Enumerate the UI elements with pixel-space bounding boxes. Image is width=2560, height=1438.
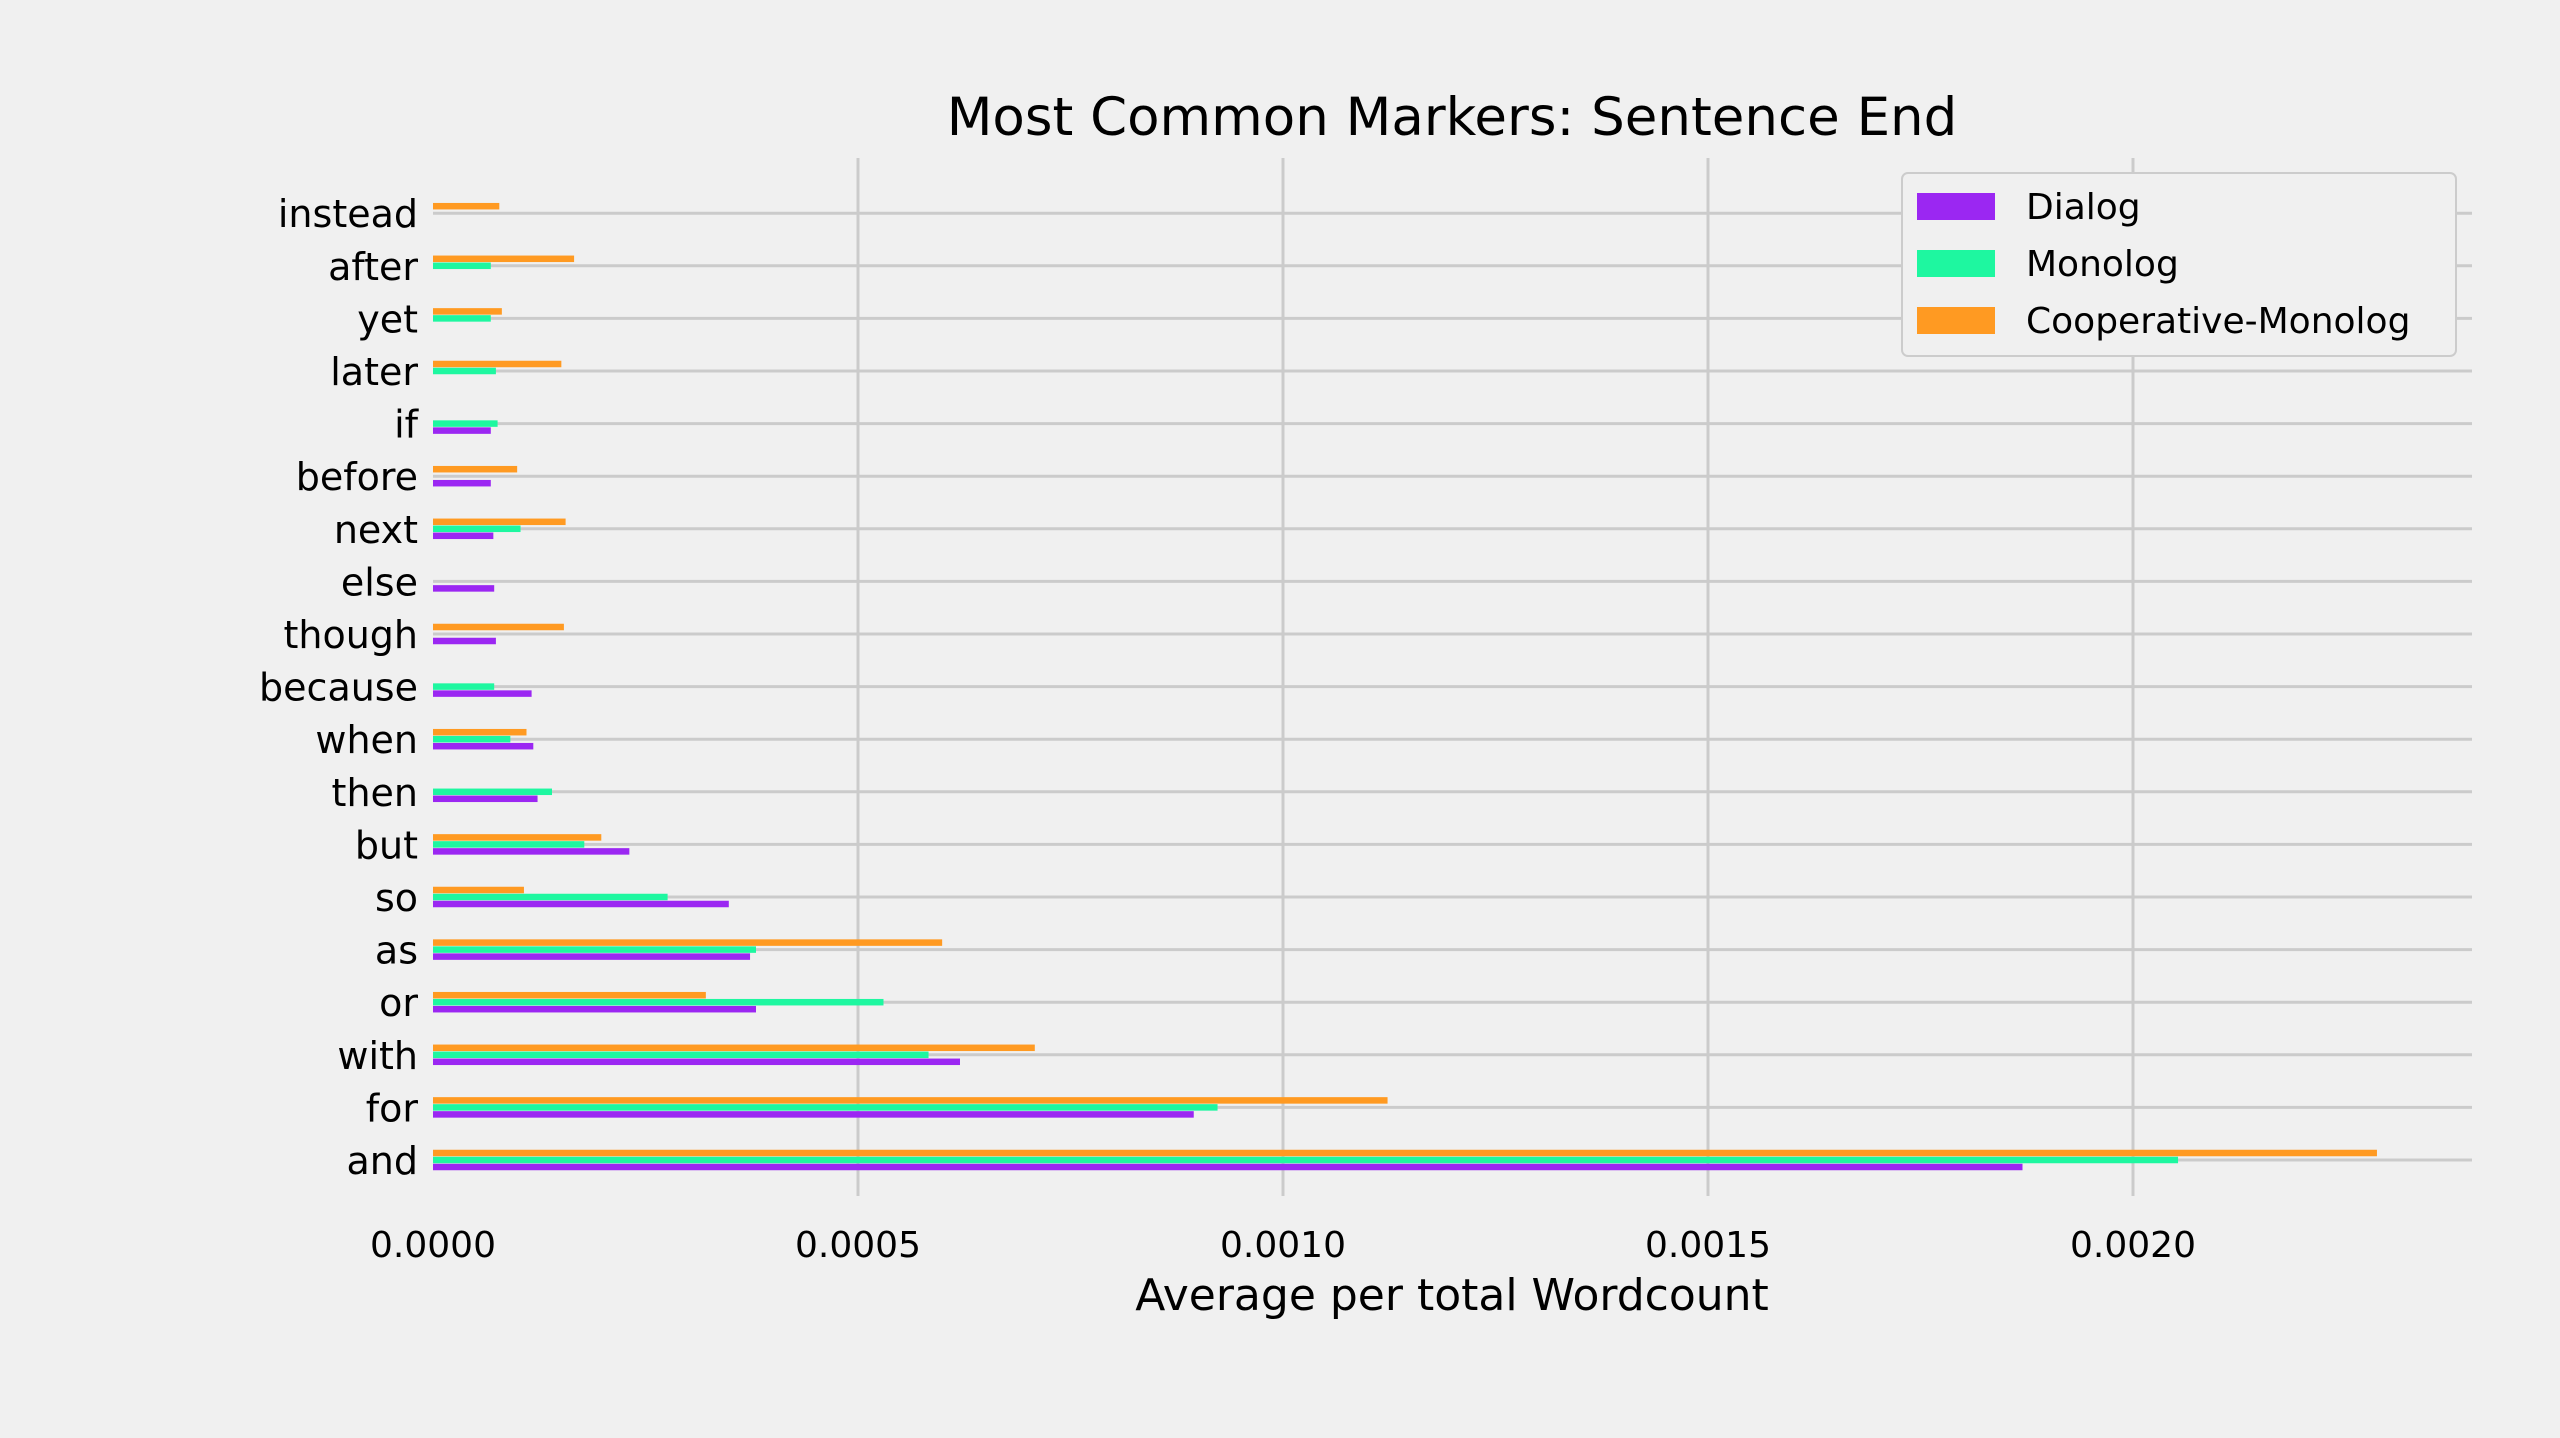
y-tick-label: then — [332, 771, 418, 815]
legend-swatch-monolog — [1917, 250, 1995, 277]
bar-monolog-for — [433, 1104, 1218, 1111]
bar-monolog-yet — [433, 315, 491, 322]
y-tick-label: so — [375, 876, 418, 920]
bar-cooperative-monolog-when — [433, 728, 527, 736]
bar-monolog-later — [433, 367, 496, 375]
bar-dialog-but — [433, 848, 630, 855]
bar-cooperative-monolog-and — [433, 1149, 2377, 1157]
x-tick-label: 0.0010 — [1220, 1225, 1346, 1266]
bar-dialog-because — [433, 690, 532, 697]
bar-monolog-if — [433, 420, 498, 427]
bar-monolog-then — [433, 788, 552, 796]
x-tick-label: 0.0000 — [370, 1225, 496, 1266]
bar-cooperative-monolog-so — [433, 886, 524, 894]
x-tick-label: 0.0005 — [795, 1225, 921, 1266]
bar-monolog-so — [433, 893, 668, 901]
chart-title: Most Common Markers: Sentence End — [947, 87, 1958, 148]
legend-swatch-cooperative-monolog — [1917, 307, 1995, 334]
y-tick-label: later — [330, 350, 418, 394]
legend-label-cooperative-monolog: Cooperative-Monolog — [2026, 301, 2410, 342]
x-axis-label: Average per total Wordcount — [1135, 1270, 1769, 1321]
bar-monolog-and — [433, 1156, 2179, 1164]
bar-monolog-when — [433, 735, 511, 743]
y-tick-label: but — [355, 823, 418, 867]
bar-monolog-because — [433, 683, 495, 690]
bar-cooperative-monolog-later — [433, 360, 562, 368]
y-tick-label: or — [379, 981, 418, 1025]
y-tick-label: for — [366, 1086, 419, 1130]
y-tick-label: when — [315, 718, 418, 762]
y-tick-label: and — [347, 1139, 419, 1183]
bar-dialog-if — [433, 427, 491, 434]
bar-monolog-as — [433, 946, 756, 953]
bar-cooperative-monolog-after — [433, 255, 575, 263]
bar-monolog-but — [433, 841, 585, 848]
y-tick-label: instead — [278, 192, 418, 236]
y-tick-label: because — [259, 666, 418, 710]
bar-dialog-and — [433, 1163, 2023, 1171]
bar-cooperative-monolog-or — [433, 991, 706, 999]
bar-monolog-or — [433, 998, 884, 1006]
bar-dialog-or — [433, 1005, 756, 1013]
bar-monolog-next — [433, 525, 521, 533]
x-tick-labels: 0.0000 0.0005 0.0010 0.0015 0.0020 — [370, 1225, 2196, 1266]
bar-dialog-with — [433, 1058, 960, 1066]
y-tick-label: as — [375, 929, 418, 973]
y-tick-labels: and for with or as so but then when because though… — [259, 192, 420, 1183]
bar-dialog-then — [433, 795, 538, 803]
bar-monolog-after — [433, 262, 491, 270]
y-tick-label: after — [328, 245, 418, 289]
bar-dialog-as — [433, 953, 751, 960]
y-tick-label: if — [394, 403, 420, 447]
bars — [433, 202, 2377, 1171]
y-tick-label: though — [283, 613, 418, 657]
y-tick-label: before — [296, 455, 418, 499]
legend-label-dialog: Dialog — [2026, 187, 2141, 228]
bar-cooperative-monolog-next — [433, 518, 566, 526]
bar-monolog-with — [433, 1051, 929, 1059]
bar-dialog-when — [433, 742, 534, 750]
bar-cooperative-monolog-for — [433, 1097, 1388, 1104]
x-tick-label: 0.0020 — [2070, 1225, 2196, 1266]
bar-dialog-for — [433, 1111, 1194, 1118]
y-tick-label: yet — [357, 297, 418, 341]
bar-cooperative-monolog-instead — [433, 202, 500, 210]
y-tick-label: else — [341, 560, 418, 604]
bar-cooperative-monolog-before — [433, 465, 518, 473]
bar-dialog-else — [433, 585, 495, 592]
y-tick-label: with — [337, 1034, 418, 1078]
x-tick-label: 0.0015 — [1645, 1225, 1771, 1266]
legend-label-monolog: Monolog — [2026, 244, 2179, 285]
legend: Dialog Monolog Cooperative-Monolog — [1901, 172, 2457, 357]
bar-cooperative-monolog-with — [433, 1044, 1035, 1052]
legend-swatch-dialog — [1917, 193, 1995, 220]
bar-dialog-before — [433, 479, 491, 487]
y-tick-label: next — [334, 508, 418, 552]
legend-box — [1901, 172, 2457, 357]
bar-cooperative-monolog-yet — [433, 308, 502, 315]
bar-dialog-so — [433, 900, 729, 908]
bar-cooperative-monolog-as — [433, 939, 943, 946]
grid — [433, 158, 2472, 1196]
bar-dialog-though — [433, 637, 496, 645]
bar-cooperative-monolog-though — [433, 623, 564, 631]
bar-cooperative-monolog-but — [433, 834, 602, 841]
bar-dialog-next — [433, 532, 494, 540]
